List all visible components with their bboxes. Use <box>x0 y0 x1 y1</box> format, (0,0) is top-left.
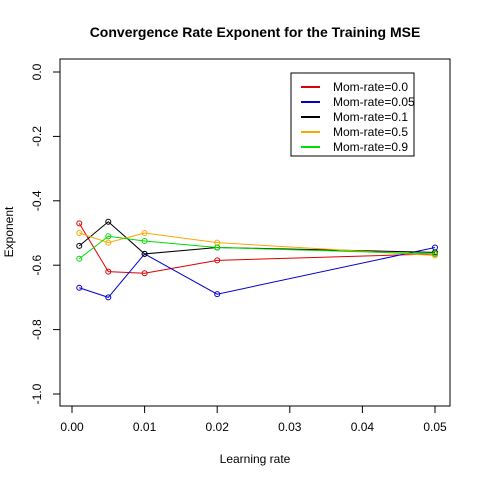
y-axis-label: Exponent <box>2 206 16 257</box>
legend-label: Mom-rate=0.9 <box>333 140 408 154</box>
y-tick-label: -0.2 <box>30 126 44 147</box>
legend-item: Mom-rate=0.5 <box>301 125 408 139</box>
data-point <box>141 270 148 277</box>
y-tick-label: 0.0 <box>30 63 44 80</box>
legend-label: Mom-rate=0.5 <box>333 125 408 139</box>
y-tick-label: -1.0 <box>30 383 44 404</box>
series-line <box>78 221 436 255</box>
y-tick-label: -0.6 <box>30 255 44 276</box>
data-point <box>105 268 112 275</box>
data-point <box>105 294 112 301</box>
x-tick-label: 0.05 <box>423 420 447 434</box>
legend-item: Mom-rate=0.1 <box>301 110 408 124</box>
data-point <box>432 250 438 257</box>
legend-label: Mom-rate=0.0 <box>333 80 408 94</box>
legend: Mom-rate=0.0Mom-rate=0.05Mom-rate=0.1Mom… <box>290 72 415 157</box>
data-point <box>105 233 112 240</box>
data-point <box>141 230 148 236</box>
x-axis-label: Learning rate <box>220 452 291 466</box>
series-4 <box>76 233 438 262</box>
y-tick-label: -0.8 <box>30 319 44 340</box>
data-point <box>76 242 83 249</box>
data-point <box>214 291 221 298</box>
data-point <box>105 239 112 246</box>
series-line <box>78 235 436 260</box>
x-tick-label: 0.03 <box>278 420 302 434</box>
series-line <box>79 232 436 257</box>
series-line <box>78 223 436 274</box>
legend-item: Mom-rate=0.9 <box>301 140 408 154</box>
y-axis: 0.0 -0.2 -0.4 -0.6 -0.8 -1.0 <box>30 63 61 404</box>
x-axis: 0.00 0.01 0.02 0.03 0.04 0.05 <box>60 405 447 434</box>
data-point <box>141 238 148 245</box>
data-point <box>141 250 148 257</box>
legend-item: Mom-rate=0.0 <box>301 80 408 94</box>
data-point <box>214 244 221 251</box>
data-point <box>214 257 221 264</box>
data-point <box>105 218 112 225</box>
chart-title: Convergence Rate Exponent for the Traini… <box>90 24 421 40</box>
x-tick-label: 0.04 <box>351 420 375 434</box>
x-tick-label: 0.00 <box>60 420 84 434</box>
y-tick-label: -0.4 <box>30 190 44 211</box>
x-tick-label: 0.01 <box>133 420 157 434</box>
data-point <box>76 220 83 227</box>
legend-label: Mom-rate=0.1 <box>333 110 408 124</box>
legend-label: Mom-rate=0.05 <box>333 95 415 109</box>
series-layer <box>76 218 438 301</box>
data-point <box>76 255 83 262</box>
data-point <box>76 284 83 291</box>
x-tick-label: 0.02 <box>206 420 230 434</box>
data-point <box>76 230 83 236</box>
legend-item: Mom-rate=0.05 <box>301 95 415 109</box>
